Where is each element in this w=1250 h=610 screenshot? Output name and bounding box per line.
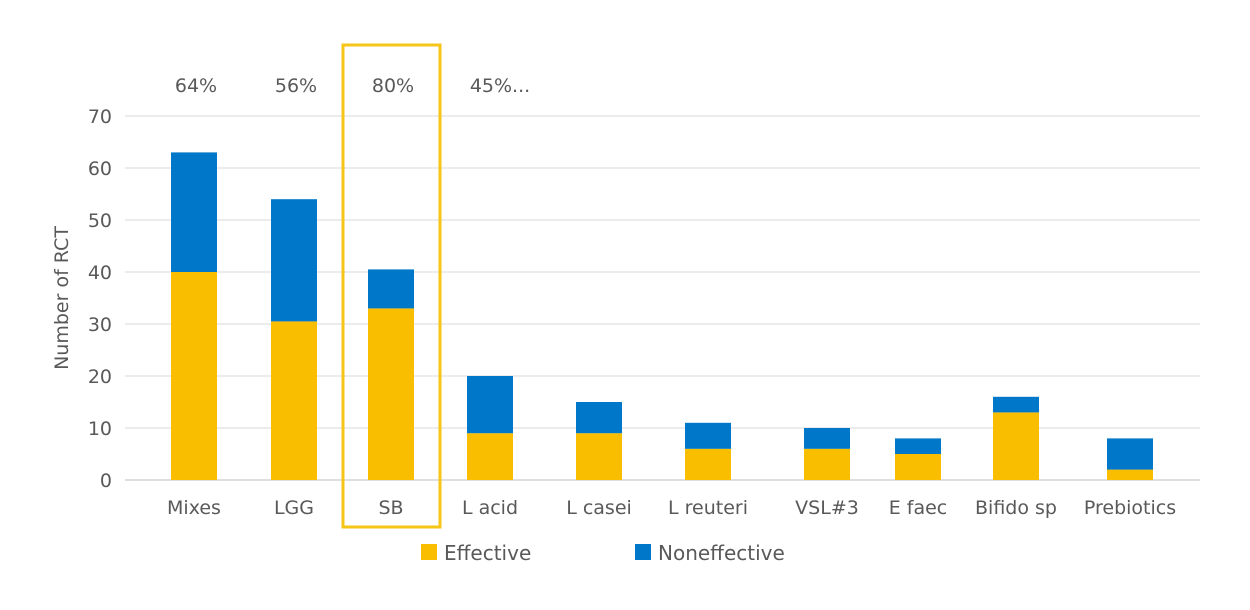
y-axis-label: Number of RCT bbox=[51, 226, 73, 370]
x-axis-ticks: Mixes LGG SB L acid L casei L reuteri VSL#3 E f… bbox=[167, 497, 1176, 519]
x-tick-label: VSL#3 bbox=[795, 497, 859, 519]
bar-noneffective-1 bbox=[271, 199, 317, 322]
legend-swatch-effective bbox=[421, 544, 437, 560]
bar-noneffective-0 bbox=[171, 152, 217, 272]
bar-noneffective-8 bbox=[993, 396, 1039, 413]
y-axis-ticks: 0 10 20 30 40 50 60 70 bbox=[88, 106, 112, 492]
x-tick-label: SB bbox=[378, 497, 403, 519]
bar-effective-3 bbox=[467, 433, 513, 480]
bar-noneffective-3 bbox=[467, 376, 513, 434]
bar-noneffective-4 bbox=[576, 402, 622, 434]
bar-effective-8 bbox=[993, 412, 1039, 480]
legend: Effective Noneffective bbox=[421, 541, 785, 565]
x-tick-label: LGG bbox=[274, 497, 314, 519]
y-tick-label: 60 bbox=[88, 158, 112, 180]
y-tick-label: 70 bbox=[88, 106, 112, 128]
y-tick-label: 0 bbox=[100, 470, 112, 492]
x-tick-label: L reuteri bbox=[668, 497, 748, 519]
bar-effective-2 bbox=[368, 308, 414, 480]
percent-annotation: 64% bbox=[175, 75, 217, 97]
y-tick-label: 50 bbox=[88, 210, 112, 232]
bars bbox=[171, 152, 1153, 480]
x-tick-label: E faec bbox=[889, 497, 948, 519]
bar-effective-9 bbox=[1107, 469, 1153, 480]
bar-effective-6 bbox=[804, 448, 850, 480]
highlight-box bbox=[341, 43, 442, 529]
legend-swatch-noneffective bbox=[635, 544, 651, 560]
percent-annotations: 64% 56% 80% 45%... bbox=[175, 75, 530, 97]
bar-noneffective-2 bbox=[368, 269, 414, 309]
bar-effective-7 bbox=[895, 454, 941, 480]
percent-annotation: 45%... bbox=[470, 75, 530, 97]
bar-noneffective-5 bbox=[685, 422, 731, 449]
y-tick-label: 30 bbox=[88, 314, 112, 336]
bar-noneffective-7 bbox=[895, 438, 941, 454]
x-tick-label: Mixes bbox=[167, 497, 221, 519]
legend-label-noneffective: Noneffective bbox=[658, 541, 785, 565]
percent-annotation: 56% bbox=[275, 75, 317, 97]
legend-label-effective: Effective bbox=[444, 541, 531, 565]
bar-noneffective-6 bbox=[804, 428, 850, 449]
bar-effective-1 bbox=[271, 321, 317, 480]
bar-effective-0 bbox=[171, 272, 217, 480]
bar-effective-5 bbox=[685, 448, 731, 480]
y-tick-label: 20 bbox=[88, 366, 112, 388]
x-tick-label: L acid bbox=[462, 497, 518, 519]
bar-noneffective-9 bbox=[1107, 438, 1153, 470]
y-tick-label: 10 bbox=[88, 418, 112, 440]
x-tick-label: Bifido sp bbox=[975, 497, 1057, 519]
percent-annotation: 80% bbox=[372, 75, 414, 97]
x-tick-label: Prebiotics bbox=[1084, 497, 1176, 519]
x-tick-label: L casei bbox=[566, 497, 632, 519]
bar-effective-4 bbox=[576, 433, 622, 480]
y-tick-label: 40 bbox=[88, 262, 112, 284]
